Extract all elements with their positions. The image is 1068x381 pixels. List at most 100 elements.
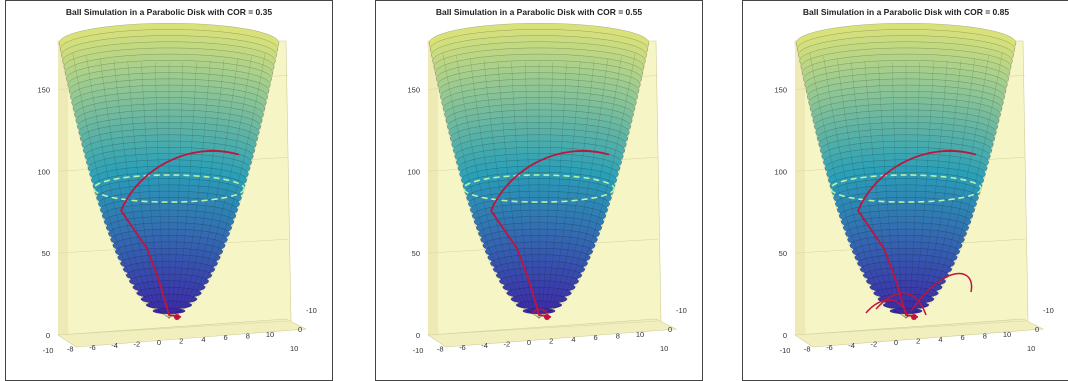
surface-meridian (456, 56, 540, 319)
x-tick-label: -8 (437, 344, 444, 353)
surface-meridian (168, 56, 252, 319)
surface-meridian (168, 58, 239, 319)
side-pane (428, 41, 438, 335)
surface-meridian (168, 60, 225, 319)
surface-meridian (442, 52, 540, 318)
surface-meridian (72, 52, 170, 318)
x-tick-label: 4 (938, 335, 942, 344)
surface-meridian (809, 52, 907, 318)
z-tick-label: 100 (407, 167, 420, 176)
x-tick-label: -2 (133, 340, 140, 349)
x-tick-label: 2 (549, 336, 553, 345)
surface-meridian (823, 56, 907, 319)
surface-meridian (538, 61, 581, 319)
ball-bounce (532, 308, 548, 314)
chart-panel-1: Ball Simulation in a Parabolic Disk with… (5, 0, 333, 381)
surface-meridian (168, 62, 197, 319)
floor-pane (57, 318, 308, 348)
floor-pane (427, 318, 678, 348)
surface-meridian (86, 56, 170, 319)
side-pane (58, 41, 68, 335)
x-tick-label: -10 (43, 346, 54, 355)
chart-2: Ball Simulation in a Parabolic Disk with… (407, 7, 686, 355)
rim-dashed-circle (829, 174, 983, 203)
surface-meridian (905, 42, 1017, 318)
ball-trajectory (489, 150, 610, 318)
surface-meridian (538, 42, 650, 318)
x-tick-label: 10 (1003, 330, 1011, 339)
x-tick-label: -10 (780, 346, 791, 355)
x-tick-label: -8 (804, 344, 811, 353)
rim-dashed-circle (462, 174, 616, 203)
x-tick-label: -10 (413, 346, 424, 355)
ball-bounce (865, 299, 909, 318)
x-tick-label: -4 (481, 341, 488, 350)
z-tick-label: 100 (774, 167, 787, 176)
chart-3: Ball Simulation in a Parabolic Disk with… (774, 7, 1053, 355)
z-tick-label: 50 (42, 249, 50, 258)
surface-meridian (168, 52, 266, 318)
floor-pane (794, 318, 1045, 348)
y-tick-label: 0 (1035, 325, 1039, 334)
surface-meridian (168, 61, 211, 319)
surface-meridian (538, 62, 567, 319)
surface-meridian (525, 62, 540, 319)
y-tick-label: 10 (660, 344, 668, 353)
surface-meridian (905, 52, 1003, 318)
x-tick-label: 8 (983, 332, 987, 341)
surface-meridian (905, 61, 948, 319)
surface-meridian (538, 56, 622, 319)
surface-meridian (168, 42, 280, 318)
surface-meridian (905, 60, 962, 319)
z-tick-label: 0 (46, 331, 50, 340)
y-tick-label: 10 (290, 344, 298, 353)
surface-meridian (428, 42, 540, 318)
x-tick-label: 6 (961, 333, 965, 342)
y-tick-label: 0 (668, 325, 672, 334)
x-tick-label: -4 (111, 341, 118, 350)
surface-meridian (113, 60, 170, 319)
surface-meridian (892, 62, 907, 319)
surface-meridian (905, 62, 921, 319)
surface-meridian (538, 62, 554, 319)
surface-meridian (497, 61, 540, 319)
chart-title: Ball Simulation in a Parabolic Disk with… (803, 7, 1009, 17)
surface-meridian (100, 58, 170, 319)
chart-panel-2: Ball Simulation in a Parabolic Disk with… (375, 0, 703, 381)
x-tick-label: 2 (179, 336, 183, 345)
x-tick-label: 0 (894, 338, 898, 347)
ball-marker (544, 314, 550, 320)
x-tick-label: 2 (916, 336, 920, 345)
x-tick-label: -6 (826, 343, 833, 352)
surface-meridian (155, 62, 170, 319)
z-tick-label: 150 (37, 85, 50, 94)
x-tick-label: 8 (246, 332, 250, 341)
x-tick-label: -4 (848, 341, 855, 350)
surface-meridian (483, 60, 540, 319)
chart-title: Ball Simulation in a Parabolic Disk with… (66, 7, 272, 17)
x-tick-label: 8 (616, 332, 620, 341)
ball-bounce (875, 292, 927, 316)
surface-meridian (850, 60, 907, 319)
z-tick-label: 0 (783, 331, 787, 340)
grid-line (794, 320, 1026, 336)
x-tick-label: -2 (503, 340, 510, 349)
x-tick-label: 0 (527, 338, 531, 347)
x-tick-label: 10 (636, 330, 644, 339)
surface-meridian (795, 42, 907, 318)
z-tick-label: 50 (412, 249, 420, 258)
ball-trajectory (856, 150, 977, 318)
x-tick-label: 0 (157, 338, 161, 347)
x-tick-label: -2 (870, 340, 877, 349)
surface-meridian (905, 62, 934, 319)
surface-meridian (470, 58, 540, 319)
x-tick-label: 10 (266, 330, 274, 339)
ball-marker (911, 314, 917, 320)
surface-meridian (127, 61, 170, 319)
x-tick-label: -8 (67, 344, 74, 353)
chart-panel-3: Ball Simulation in a Parabolic Disk with… (742, 0, 1068, 381)
y-tick-label: 0 (298, 325, 302, 334)
x-tick-label: 6 (224, 333, 228, 342)
ball-marker (174, 314, 180, 320)
y-tick-label: -10 (306, 306, 317, 315)
